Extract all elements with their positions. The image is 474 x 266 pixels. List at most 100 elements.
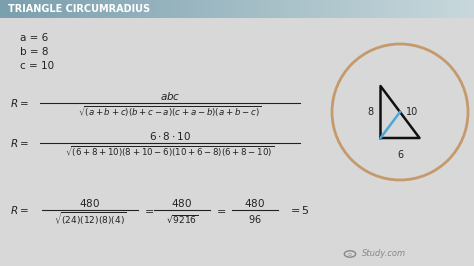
Bar xyxy=(389,0,393,18)
Bar xyxy=(33,0,38,18)
Text: $R=$: $R=$ xyxy=(10,137,29,149)
Bar xyxy=(100,0,104,18)
Bar xyxy=(9,0,14,18)
Text: $R=$: $R=$ xyxy=(10,97,29,109)
Bar xyxy=(190,0,194,18)
Bar xyxy=(436,0,441,18)
Bar xyxy=(142,0,147,18)
Text: $480$: $480$ xyxy=(172,197,192,209)
Bar xyxy=(180,0,185,18)
Bar xyxy=(5,0,9,18)
Bar xyxy=(332,0,337,18)
Text: $\sqrt{(24)(12)(8)(4)}$: $\sqrt{(24)(12)(8)(4)}$ xyxy=(54,211,127,227)
Bar xyxy=(384,0,389,18)
Bar xyxy=(379,0,384,18)
Bar xyxy=(256,0,261,18)
Bar xyxy=(104,0,109,18)
Bar xyxy=(62,0,66,18)
Bar xyxy=(28,0,33,18)
Bar xyxy=(57,0,62,18)
Bar xyxy=(223,0,228,18)
Bar xyxy=(356,0,360,18)
Text: $\sqrt{9216}$: $\sqrt{9216}$ xyxy=(165,213,199,225)
Text: 8: 8 xyxy=(367,107,374,117)
Bar xyxy=(47,0,52,18)
Bar xyxy=(38,0,43,18)
Bar xyxy=(393,0,398,18)
Text: b = 8: b = 8 xyxy=(20,47,48,57)
Bar xyxy=(403,0,408,18)
Bar xyxy=(209,0,213,18)
Bar xyxy=(261,0,265,18)
Bar xyxy=(417,0,422,18)
Bar xyxy=(14,0,19,18)
Text: $=$: $=$ xyxy=(142,205,154,215)
Text: o: o xyxy=(348,251,352,256)
Bar xyxy=(95,0,100,18)
Bar xyxy=(147,0,152,18)
Bar xyxy=(313,0,318,18)
Bar xyxy=(341,0,346,18)
Bar xyxy=(156,0,161,18)
Bar xyxy=(446,0,450,18)
Bar xyxy=(398,0,403,18)
Text: 10: 10 xyxy=(406,107,418,117)
Bar xyxy=(81,0,85,18)
Bar xyxy=(128,0,133,18)
Text: Study.com: Study.com xyxy=(362,250,406,259)
Text: $96$: $96$ xyxy=(248,213,262,225)
Bar xyxy=(318,0,322,18)
Bar xyxy=(185,0,190,18)
Bar xyxy=(431,0,436,18)
Bar xyxy=(123,0,128,18)
Text: $6 \cdot 8 \cdot 10$: $6 \cdot 8 \cdot 10$ xyxy=(149,130,191,142)
Bar xyxy=(246,0,251,18)
Bar xyxy=(85,0,90,18)
Bar xyxy=(19,0,24,18)
Bar xyxy=(469,0,474,18)
Bar xyxy=(43,0,47,18)
Text: $= 5$: $= 5$ xyxy=(288,204,310,216)
Text: c = 10: c = 10 xyxy=(20,61,54,71)
Bar xyxy=(161,0,166,18)
Bar xyxy=(213,0,218,18)
Bar xyxy=(118,0,123,18)
Bar xyxy=(66,0,71,18)
Bar xyxy=(289,0,294,18)
Text: a = 6: a = 6 xyxy=(20,33,48,43)
Bar xyxy=(422,0,427,18)
Bar xyxy=(327,0,332,18)
Text: 6: 6 xyxy=(397,150,403,160)
Bar xyxy=(270,0,275,18)
Bar xyxy=(455,0,460,18)
Bar xyxy=(265,0,270,18)
Bar xyxy=(427,0,431,18)
Bar xyxy=(171,0,175,18)
Bar xyxy=(374,0,379,18)
Text: $\sqrt{(6+8+10)(8+10-6)(10+6-8)(6+8-10)}$: $\sqrt{(6+8+10)(8+10-6)(10+6-8)(6+8-10)}… xyxy=(65,145,274,159)
Bar xyxy=(308,0,313,18)
Bar xyxy=(133,0,137,18)
Bar xyxy=(465,0,469,18)
Text: TRIANGLE CIRCUMRADIUS: TRIANGLE CIRCUMRADIUS xyxy=(8,4,150,14)
Bar xyxy=(346,0,351,18)
Bar xyxy=(299,0,303,18)
Bar xyxy=(450,0,455,18)
Bar xyxy=(280,0,284,18)
Bar xyxy=(232,0,237,18)
Bar xyxy=(441,0,446,18)
Text: $=$: $=$ xyxy=(214,205,226,215)
Bar xyxy=(90,0,95,18)
Bar xyxy=(109,0,114,18)
Bar xyxy=(204,0,209,18)
Bar xyxy=(322,0,327,18)
Bar xyxy=(194,0,199,18)
Bar xyxy=(237,0,242,18)
Bar xyxy=(175,0,180,18)
Bar xyxy=(52,0,57,18)
Bar xyxy=(360,0,365,18)
Bar xyxy=(251,0,256,18)
Bar xyxy=(275,0,280,18)
Bar xyxy=(166,0,171,18)
Bar xyxy=(0,0,5,18)
